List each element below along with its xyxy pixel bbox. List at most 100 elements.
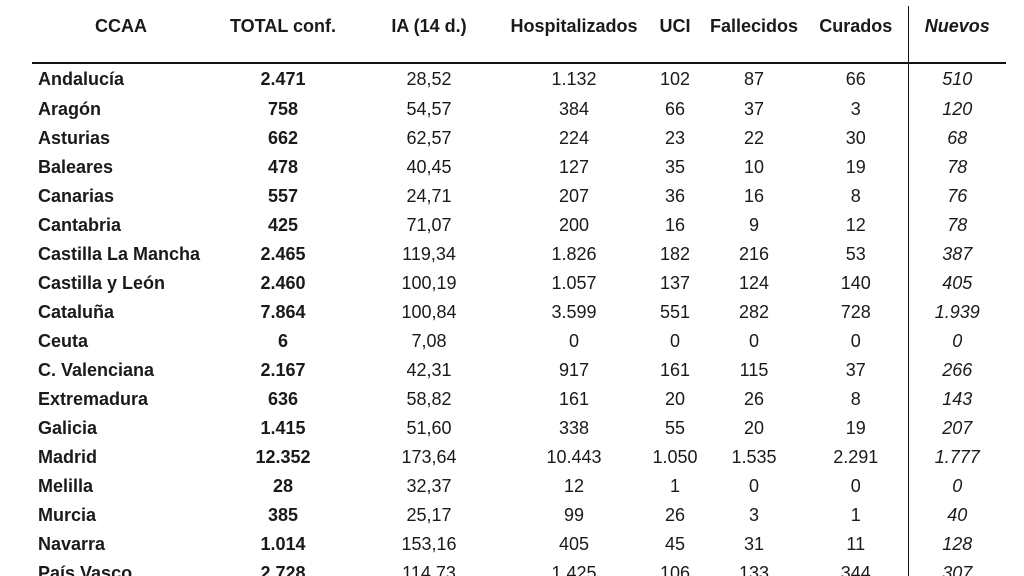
fallecidos-cell: 31 [743, 534, 765, 554]
table-row: Cantabria 425 71,07 200 16 9 12 78 [32, 211, 1006, 240]
nuevos-cell: 76 [907, 182, 1006, 211]
hospitalizados-cell: 127 [558, 157, 590, 177]
ccaa-data-table: CCAA TOTAL conf. IA (14 d.) Hospitalizad… [32, 6, 1006, 576]
ia-14d-cell: 71,07 [406, 215, 452, 235]
hospitalizados-cell: 1.425 [551, 563, 597, 576]
curados-cell: 728 [840, 302, 871, 322]
ccaa-name-cell: Galicia [38, 418, 98, 438]
total-conf-cell: 636 [267, 389, 299, 409]
nuevos-cell: 0 [907, 327, 1006, 356]
curados-cell: 53 [845, 244, 866, 264]
uci-cell: 106 [659, 563, 691, 576]
uci-cell: 551 [659, 302, 691, 322]
nuevos-cell: 387 [907, 240, 1006, 269]
fallecidos-cell: 0 [748, 476, 759, 496]
curados-cell: 8 [850, 186, 861, 206]
header-ia-14d: IA (14 d.) [391, 15, 467, 36]
curados-cell: 37 [845, 360, 866, 380]
uci-cell: 26 [664, 505, 686, 525]
nuevos-cell: 207 [907, 414, 1006, 443]
table-row: Galicia 1.415 51,60 338 55 20 19 207 [32, 414, 1006, 443]
uci-cell: 35 [664, 157, 686, 177]
header-uci: UCI [659, 15, 691, 36]
curados-cell: 0 [850, 331, 861, 351]
curados-cell: 140 [840, 273, 871, 293]
ccaa-name-cell: Melilla [38, 476, 94, 496]
fallecidos-cell: 133 [738, 563, 770, 576]
nuevos-cell: 0 [907, 472, 1006, 501]
fallecidos-cell: 22 [743, 128, 765, 148]
nuevos-cell: 68 [907, 124, 1006, 153]
total-conf-cell: 12.352 [255, 447, 311, 467]
ia-14d-cell: 100,19 [401, 273, 457, 293]
uci-cell: 1.050 [652, 447, 698, 467]
ccaa-name-cell: Murcia [38, 505, 97, 525]
fallecidos-cell: 16 [743, 186, 765, 206]
ccaa-name-cell: País Vasco [38, 563, 133, 576]
total-conf-cell: 2.471 [260, 69, 306, 89]
header-total-conf: TOTAL conf. [230, 15, 336, 36]
nuevos-cell: 143 [907, 385, 1006, 414]
curados-cell: 30 [845, 128, 866, 148]
ia-14d-cell: 173,64 [401, 447, 457, 467]
total-conf-cell: 6 [277, 331, 288, 351]
header-fallecidos: Fallecidos [709, 15, 799, 36]
uci-cell: 16 [664, 215, 686, 235]
total-conf-cell: 7.864 [260, 302, 306, 322]
fallecidos-cell: 26 [743, 389, 765, 409]
hospitalizados-cell: 207 [558, 186, 590, 206]
hospitalizados-cell: 12 [563, 476, 585, 496]
nuevos-cell: 1.777 [907, 443, 1006, 472]
nuevos-cell: 78 [907, 153, 1006, 182]
nuevos-cell: 120 [907, 95, 1006, 124]
hospitalizados-cell: 917 [558, 360, 590, 380]
uci-cell: 161 [659, 360, 691, 380]
total-conf-cell: 478 [267, 157, 299, 177]
total-conf-cell: 425 [267, 215, 299, 235]
ia-14d-cell: 153,16 [401, 534, 457, 554]
ia-14d-cell: 40,45 [406, 157, 452, 177]
uci-cell: 55 [664, 418, 686, 438]
hospitalizados-cell: 1.826 [551, 244, 597, 264]
curados-cell: 8 [850, 389, 861, 409]
hospitalizados-cell: 224 [558, 128, 590, 148]
hospitalizados-cell: 1.132 [551, 69, 597, 89]
ia-14d-cell: 7,08 [411, 331, 447, 351]
total-conf-cell: 758 [267, 99, 299, 119]
fallecidos-cell: 37 [743, 99, 765, 119]
total-conf-cell: 662 [267, 128, 299, 148]
table-row: Canarias 557 24,71 207 36 16 8 76 [32, 182, 1006, 211]
ccaa-name-cell: Madrid [38, 447, 98, 467]
table-row: Castilla La Mancha 2.465 119,34 1.826 182 216… [32, 240, 1006, 269]
table-row: Madrid 12.352 173,64 10.443 1.050 1.535 2.291 1… [32, 443, 1006, 472]
ccaa-name-cell: C. Valenciana [38, 360, 155, 380]
ia-14d-cell: 114,73 [402, 563, 456, 576]
fallecidos-cell: 87 [743, 69, 765, 89]
ccaa-name-cell: Aragón [38, 99, 101, 119]
fallecidos-cell: 124 [738, 273, 770, 293]
uci-cell: 102 [659, 69, 691, 89]
table-row: Cataluña 7.864 100,84 3.599 551 282 728 1.939 [32, 298, 1006, 327]
ia-14d-cell: 32,37 [406, 476, 452, 496]
total-conf-cell: 2.728 [260, 563, 306, 576]
ia-14d-cell: 100,84 [401, 302, 457, 322]
curados-cell: 3 [850, 99, 861, 119]
header-curados: Curados [819, 15, 893, 36]
table-row: Asturias 662 62,57 224 23 22 30 68 [32, 124, 1006, 153]
hospitalizados-cell: 384 [558, 99, 590, 119]
ccaa-name-cell: Baleares [38, 157, 114, 177]
ccaa-name-cell: Asturias [38, 128, 111, 148]
table-row: Baleares 478 40,45 127 35 10 19 78 [32, 153, 1006, 182]
ia-14d-cell: 58,82 [406, 389, 452, 409]
ccaa-name-cell: Castilla La Mancha [38, 244, 201, 264]
table-header: CCAA TOTAL conf. IA (14 d.) Hospitalizad… [32, 6, 1006, 64]
total-conf-cell: 1.014 [260, 534, 306, 554]
ccaa-name-cell: Canarias [38, 186, 115, 206]
table-row: País Vasco 2.728 114,73 1.425 106 133 344 307 [32, 559, 1006, 576]
nuevos-cell: 405 [907, 269, 1006, 298]
fallecidos-cell: 216 [738, 244, 770, 264]
header-rule [32, 46, 1006, 64]
header-hospitalizados: Hospitalizados [510, 15, 638, 36]
ccaa-name-cell: Cantabria [38, 215, 122, 235]
